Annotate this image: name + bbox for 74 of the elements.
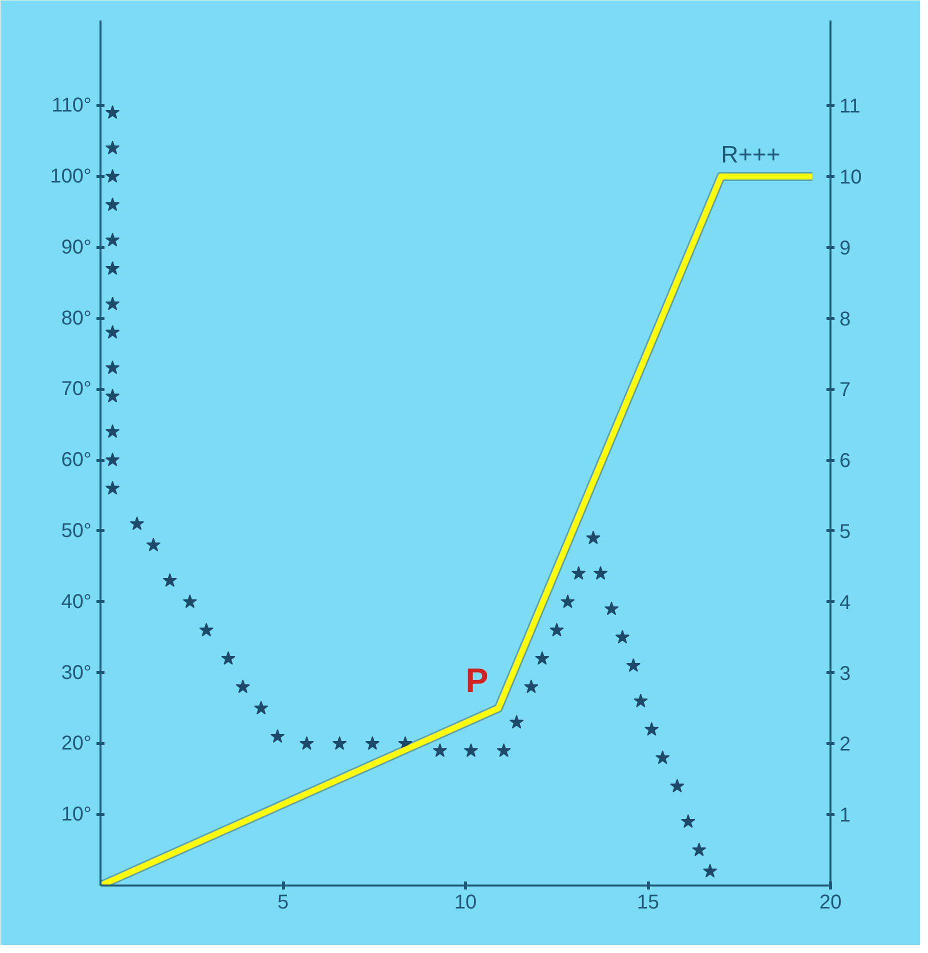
point [615,630,630,644]
y2-tick-label: 2 [840,734,851,756]
point [130,516,144,530]
point [105,105,120,119]
y-tick-label: 100° [50,165,92,188]
y2-tick-label: 4 [840,592,851,614]
point [604,601,619,616]
y-tick-label: 50° [61,520,92,542]
y2-tick-label: 7 [840,379,851,402]
y-tick-label: 90° [61,236,92,258]
point [593,566,608,580]
y2-tick-label: 9 [840,237,851,260]
y2-tick-label: 3 [840,662,851,685]
x-tick-label: 5 [277,892,289,914]
point [300,736,314,750]
y-tick-label: 110° [52,94,92,117]
point [105,140,120,154]
point [626,658,641,672]
point [105,388,120,402]
point [560,594,575,608]
point [105,424,120,438]
y2-tick-label: 5 [840,520,851,543]
point [105,360,120,374]
y-tick-label: 20° [61,732,92,755]
x-tick-label: 15 [636,892,660,914]
point [571,566,586,580]
point [162,573,178,587]
point [496,743,511,757]
point [199,622,214,636]
annotation: P [466,662,488,700]
point [692,842,706,856]
point [464,743,478,757]
point [236,679,250,694]
y2-tick-label: 10 [840,166,862,188]
point [105,261,120,275]
y2-tick-label: 1 [840,804,851,827]
point [105,197,120,212]
point [586,530,600,544]
point [680,814,696,828]
y-tick-label: 40° [61,590,92,613]
point [524,679,538,694]
point [146,538,161,552]
point [332,736,347,750]
point [105,324,120,339]
x-tick-label: 20 [819,892,842,914]
point [702,864,718,878]
point [105,480,120,495]
point [634,694,648,708]
point [270,729,285,743]
y-tick-label: 80° [61,307,92,330]
annotation: R+++ [721,141,780,168]
point [105,296,120,310]
y2-tick-label: 8 [840,308,851,330]
x-tick-label: 10 [454,892,477,914]
point [550,622,564,636]
point [182,594,198,608]
point [655,750,670,764]
point [432,743,448,757]
y-tick-label: 60° [61,449,92,472]
point [105,168,120,183]
point [509,714,524,729]
point [105,452,120,466]
point [644,722,659,736]
y-tick-label: 70° [61,378,92,400]
point [670,778,684,792]
point [254,700,268,714]
y2-tick-label: 6 [840,450,851,472]
y2-tick-label: 11 [840,96,860,118]
point [105,232,120,246]
point [221,651,236,665]
y-tick-label: 10° [61,804,92,826]
y-tick-label: 30° [61,662,92,684]
point [365,736,380,750]
point [534,651,550,665]
